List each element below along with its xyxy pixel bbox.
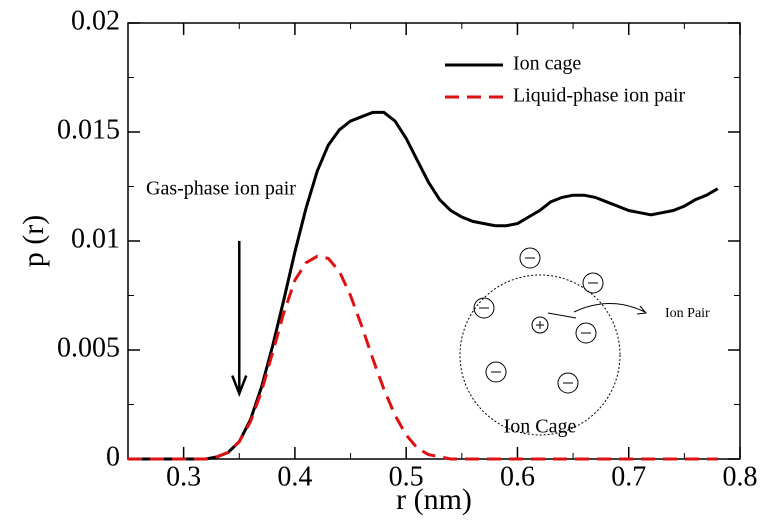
y-axis-label: p (r)	[17, 215, 50, 267]
y-tick-label: 0.015	[57, 114, 120, 145]
x-tick-label: 0.6	[500, 461, 535, 492]
y-tick-label: 0.02	[71, 5, 120, 36]
anions	[473, 247, 604, 394]
x-tick-label: 0.3	[166, 461, 201, 492]
pair-arrowhead	[636, 305, 647, 315]
pair-bracket	[547, 303, 646, 319]
legend-label: Ion cage	[513, 53, 581, 75]
annotation: Gas-phase ion pair	[146, 178, 296, 200]
y-tick-label: 0.005	[57, 332, 120, 363]
x-tick-label: 0.5	[389, 461, 424, 492]
cage-circle	[459, 274, 621, 436]
x-tick-label: 0.7	[611, 461, 646, 492]
x-tick-label: 0.8	[723, 461, 758, 492]
x-tick-label: 0.4	[277, 461, 312, 492]
y-tick-label: 0	[106, 441, 120, 472]
annotation-arrowhead	[231, 375, 248, 398]
cation	[531, 316, 549, 334]
legend-label: Liquid-phase ion pair	[513, 85, 686, 107]
x-axis-label: r (nm)	[396, 483, 472, 516]
inset-diagram	[459, 247, 647, 436]
series-line	[128, 110, 719, 461]
inset-label: Ion Pair	[665, 306, 710, 321]
inset-label: Ion Cage	[504, 416, 577, 438]
y-tick-label: 0.01	[71, 223, 120, 254]
series-line	[128, 254, 718, 461]
